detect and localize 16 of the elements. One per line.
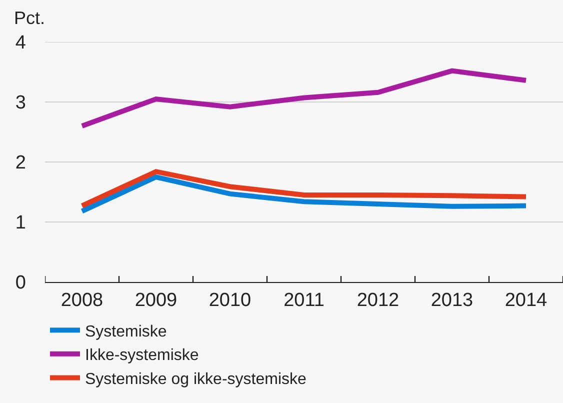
legend-label: Systemiske <box>85 323 167 340</box>
y-tick-label: 1 <box>15 212 26 234</box>
y-tick-label: 0 <box>15 272 26 294</box>
x-tick-label: 2010 <box>208 290 252 311</box>
x-tick-label: 2012 <box>356 290 400 311</box>
legend-label: Systemiske og ikke-systemiske <box>85 370 306 388</box>
x-tick-label: 2008 <box>60 290 104 311</box>
x-tick-label: 2014 <box>504 290 548 311</box>
x-tick-label: 2011 <box>284 290 324 311</box>
y-tick-label: 2 <box>15 152 26 174</box>
y-axis-title: Pct. <box>14 8 46 28</box>
x-tick-label: 2009 <box>134 290 178 311</box>
x-tick-label: 2013 <box>430 290 474 311</box>
legend-label: Ikke-systemiske <box>85 347 199 364</box>
y-tick-label: 3 <box>15 92 26 114</box>
y-tick-label: 4 <box>15 32 26 54</box>
